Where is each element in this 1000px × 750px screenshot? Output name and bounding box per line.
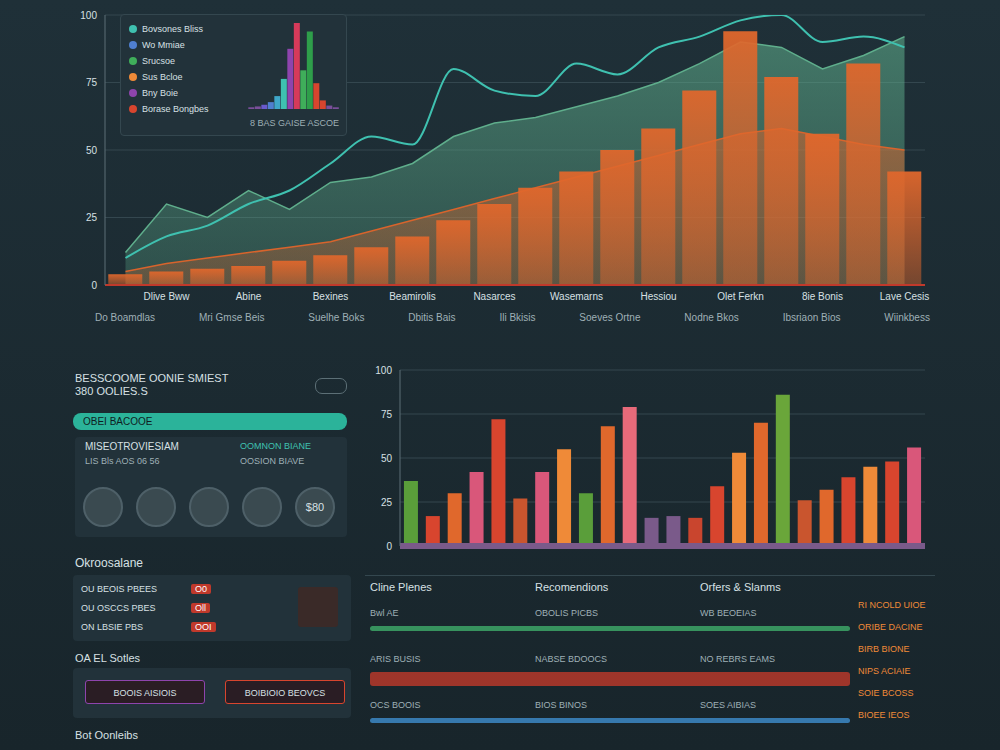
svg-text:Abine: Abine <box>236 291 262 302</box>
html-text:SOES AIBIAS: SOES AIBIAS <box>700 700 756 710</box>
html-text:Cline Plenes: Cline Plenes <box>370 581 432 593</box>
svg-text:0: 0 <box>386 541 392 552</box>
html-text:Nodne Bkos: Nodne Bkos <box>684 312 739 323</box>
html-text:Soeves Ortne: Soeves Ortne <box>579 312 641 323</box>
svg-text:Nasarces: Nasarces <box>473 291 515 302</box>
svg-text:50: 50 <box>381 453 393 464</box>
html-text:OA EL Sotles: OA EL Sotles <box>75 652 140 664</box>
html-text:Wiinkbess: Wiinkbess <box>884 312 930 323</box>
html-text:Mri Gmse Beis: Mri Gmse Beis <box>198 312 265 323</box>
svg-text:25: 25 <box>381 497 393 508</box>
html-text:BIRB BIONE: BIRB BIONE <box>858 644 910 654</box>
svg-text:25: 25 <box>86 212 98 223</box>
svg-text:75: 75 <box>86 77 98 88</box>
html-text:ON LBSIE PBS: ON LBSIE PBS <box>81 622 143 632</box>
svg-text:Bexines: Bexines <box>313 291 349 302</box>
html-text:Bot Oonleibs: Bot Oonleibs <box>75 729 138 741</box>
html-text:NO REBRS EAMS: NO REBRS EAMS <box>700 654 775 664</box>
html-text:NABSE BDOOCS: NABSE BDOOCS <box>535 654 607 664</box>
html-text:Okroosalane: Okroosalane <box>75 556 143 570</box>
html-text:O0: O0 <box>195 584 207 594</box>
html-text:Srucsoe: Srucsoe <box>142 56 175 66</box>
svg-text:Lave Cesis: Lave Cesis <box>880 291 929 302</box>
html-text:NIPS ACIAIE: NIPS ACIAIE <box>858 666 911 676</box>
html-text:Oll: Oll <box>195 603 206 613</box>
html-text:Bny Boie: Bny Boie <box>142 88 178 98</box>
html-text:OOSION BIAVE: OOSION BIAVE <box>240 456 305 466</box>
html-text:Wo Mmiae: Wo Mmiae <box>142 40 185 50</box>
html-text:RI NCOLD UIOE: RI NCOLD UIOE <box>858 600 926 610</box>
html-text:OU OSCCS PBES: OU OSCCS PBES <box>81 603 156 613</box>
html-text:OOI: OOI <box>195 622 212 632</box>
html-text:Recomendions: Recomendions <box>535 581 609 593</box>
html-text:OCS BOOIS: OCS BOOIS <box>370 700 421 710</box>
html-text:Bwl AE: Bwl AE <box>370 608 399 618</box>
html-text:SOIE BCOSS: SOIE BCOSS <box>858 688 914 698</box>
html-text:380 OOLIES.S: 380 OOLIES.S <box>75 385 148 397</box>
html-text:BIOEE IEOS: BIOEE IEOS <box>858 710 910 720</box>
html-text:ARIS BUSIS: ARIS BUSIS <box>370 654 421 664</box>
svg-text:Olet Ferkn: Olet Ferkn <box>717 291 764 302</box>
svg-text:8ie Bonis: 8ie Bonis <box>802 291 843 302</box>
html-text:Ili Bkisis: Ili Bkisis <box>499 312 536 323</box>
html-text:ORIBE DACINE: ORIBE DACINE <box>858 622 923 632</box>
svg-text:100: 100 <box>375 365 392 376</box>
svg-text:100: 100 <box>80 10 97 21</box>
html-text:Ibsriaon Bios: Ibsriaon Bios <box>782 312 841 323</box>
html-text:BESSCOOME OONIE SMIEST: BESSCOOME OONIE SMIEST <box>75 372 229 384</box>
html-text:Do Boamdlas: Do Boamdlas <box>95 312 155 323</box>
html-text:OOMNON BIANE: OOMNON BIANE <box>240 441 311 451</box>
svg-text:Hessiou: Hessiou <box>640 291 676 302</box>
svg-text:Wasemarns: Wasemarns <box>550 291 603 302</box>
html-text:BOOIS AISIOIS: BOOIS AISIOIS <box>113 688 177 698</box>
html-text:WB BEOEIAS: WB BEOEIAS <box>700 608 757 618</box>
svg-text:Beamirolis: Beamirolis <box>389 291 436 302</box>
html-text:8 BAS GAISE ASCOE: 8 BAS GAISE ASCOE <box>250 118 339 128</box>
html-text:Suelhe Boks: Suelhe Boks <box>308 312 365 323</box>
svg-text:75: 75 <box>381 409 393 420</box>
html-text:Dbitis Bais: Dbitis Bais <box>408 312 456 323</box>
html-text:BIOS BINOS: BIOS BINOS <box>535 700 587 710</box>
html-text:OU BEOIS PBEES: OU BEOIS PBEES <box>81 584 157 594</box>
svg-text:50: 50 <box>86 145 98 156</box>
html-text:Orfers & Slanms: Orfers & Slanms <box>700 581 781 593</box>
html-text:LIS Bls AOS 06 56: LIS Bls AOS 06 56 <box>85 456 160 466</box>
html-text:MISEOTROVIESIAM: MISEOTROVIESIAM <box>85 441 179 452</box>
html-text:OBEI BACOOE: OBEI BACOOE <box>83 416 153 427</box>
svg-text:0: 0 <box>91 280 97 291</box>
html-text:$80: $80 <box>305 501 325 513</box>
html-text:Bovsones Bliss: Bovsones Bliss <box>142 24 203 34</box>
html-text:OBOLIS PICBS: OBOLIS PICBS <box>535 608 598 618</box>
svg-text:Dlive Bww: Dlive Bww <box>143 291 190 302</box>
html-text:Sus Bcloe: Sus Bcloe <box>142 72 183 82</box>
html-text:Borase Bongbes: Borase Bongbes <box>142 104 209 114</box>
html-text:BOIBIOIO BEOVCS: BOIBIOIO BEOVCS <box>244 688 326 698</box>
